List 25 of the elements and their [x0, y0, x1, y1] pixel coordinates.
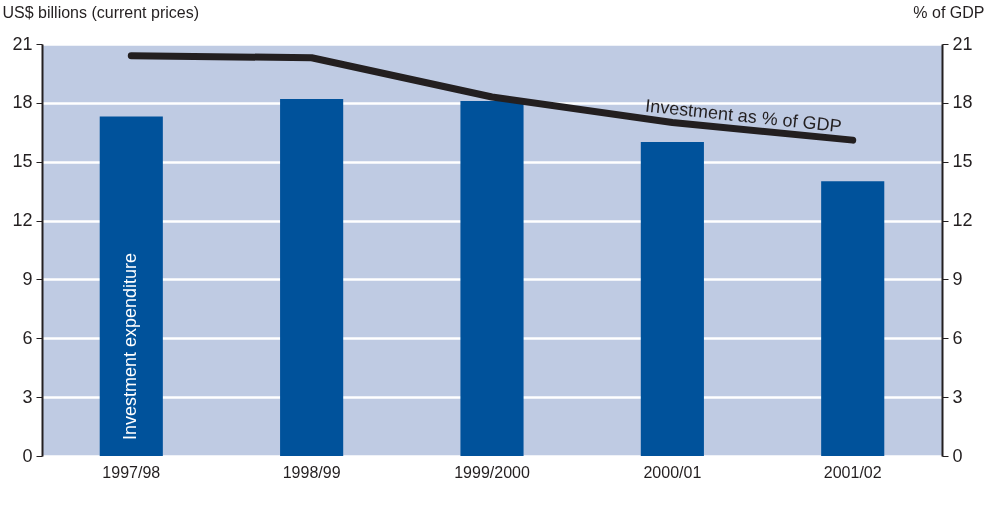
y-tick-label: 15: [12, 151, 33, 172]
y2-axis-title: % of GDP: [913, 3, 985, 21]
y-tick-label: 21: [12, 33, 33, 54]
y-tick-label: 18: [12, 92, 33, 113]
y-tick-label: 6: [22, 327, 33, 348]
y-tick-label: 3: [22, 386, 33, 407]
y2-tick-label: 18: [952, 92, 973, 113]
y2-tick-label: 0: [952, 445, 963, 466]
x-tick-label: 1999/2000: [454, 463, 530, 481]
y-tick-label: 9: [22, 268, 33, 289]
y-tick-label: 0: [22, 445, 33, 466]
x-tick-label: 1998/99: [282, 463, 341, 481]
y2-tick-label: 15: [952, 151, 973, 172]
y2-tick-label: 12: [952, 210, 973, 231]
y2-tick-label: 21: [952, 33, 973, 54]
series-label: Investment expenditure: [120, 252, 141, 440]
y-axis-title: US$ billions (current prices): [2, 3, 200, 21]
y2-tick-label: 3: [952, 386, 963, 407]
y2-tick-label: 9: [952, 268, 963, 289]
y-tick-label: 12: [12, 210, 33, 231]
x-tick-label: 1997/98: [102, 463, 161, 481]
x-tick-label: 2000/01: [643, 463, 702, 481]
x-tick-label: 2001/02: [823, 463, 882, 481]
y2-tick-label: 6: [952, 327, 963, 348]
text: Investment as % of GDP: [644, 95, 843, 137]
